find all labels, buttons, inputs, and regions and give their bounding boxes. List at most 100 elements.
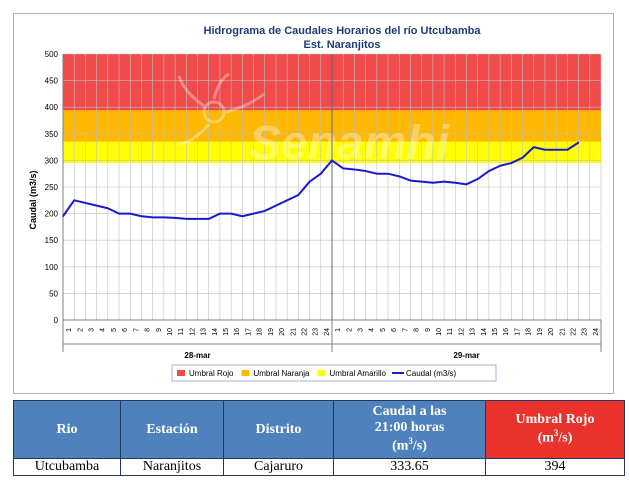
data-point [454, 182, 456, 184]
x-tick-label: 4 [100, 328, 107, 332]
data-point [163, 216, 165, 218]
data-point [488, 170, 490, 172]
data-point [129, 213, 131, 215]
day-labels: 28-mar 29-mar [184, 351, 479, 360]
x-tick-label: 8 [145, 328, 152, 332]
x-tick-label: 22 [301, 328, 308, 336]
data-point [241, 215, 243, 217]
x-tick-label: 8 [414, 328, 421, 332]
x-tick-label: 11 [447, 328, 454, 335]
x-tick-label: 12 [458, 328, 465, 336]
chart-subtitle: Est. Naranjitos [303, 39, 380, 51]
x-tick-label: 4 [369, 328, 376, 332]
x-tick-label: 21 [559, 328, 566, 336]
data-point [62, 215, 64, 217]
series-layer [62, 141, 580, 220]
x-tick-label: 19 [268, 328, 275, 336]
x-tick-label: 23 [313, 328, 320, 336]
header-caudal-unit: (m [392, 438, 409, 454]
legend: Umbral Rojo Umbral Naranja Umbral Amarillo… [171, 364, 497, 382]
cell-caudal: 333.65 [333, 458, 486, 476]
x-tick-label: 5 [111, 328, 118, 332]
x-tick-label: 20 [548, 328, 555, 336]
x-tick-label: 23 [582, 328, 589, 336]
y-tick-label: 200 [45, 210, 59, 219]
legend-label-0: Umbral Rojo [189, 369, 234, 378]
header-umbral-rojo: Umbral Rojo (m3/s) [485, 400, 625, 459]
data-point [185, 218, 187, 220]
data-point [208, 218, 210, 220]
header-caudal: Caudal a las 21:00 horas (m3/s) [333, 400, 486, 459]
data-point [521, 157, 524, 159]
cell-rio: Utcubamba [13, 458, 121, 476]
data-point [387, 173, 389, 175]
legend-box [171, 364, 497, 382]
legend-label-3: Caudal (m3/s) [406, 369, 457, 378]
y-tick-label: 500 [45, 50, 59, 59]
x-tick-label: 17 [245, 328, 252, 336]
x-tick-label: 12 [189, 328, 196, 336]
hydrograph-chart: Hidrograma de Caudales Horarios del río … [28, 25, 602, 382]
data-point [409, 180, 412, 182]
data-point [365, 170, 367, 172]
data-point [510, 162, 512, 164]
x-tick-label: 9 [156, 328, 163, 332]
data-point [376, 173, 378, 175]
watermark-text: Senamhi [249, 117, 451, 170]
table-row: Utcubamba Naranjitos Cajaruro 333.65 394 [13, 458, 625, 476]
x-tick-label: 1 [335, 328, 342, 332]
data-point [421, 181, 423, 183]
header-caudal-unit-sup: 3 [408, 436, 413, 447]
data-point [443, 181, 445, 183]
x-tick-label: 17 [514, 328, 521, 336]
y-tick-label: 0 [54, 316, 59, 325]
legend-swatch-0 [177, 370, 185, 376]
data-point [398, 175, 400, 177]
header-umbral-unit-end: /s) [558, 430, 573, 446]
y-tick-label: 300 [45, 156, 59, 165]
y-tick-label: 100 [45, 263, 59, 272]
cell-umbral: 394 [485, 458, 625, 476]
data-point [331, 159, 333, 161]
x-tick-label: 15 [223, 328, 230, 336]
data-point [555, 149, 557, 151]
x-tick-label: 5 [380, 328, 387, 332]
x-tick-label: 7 [402, 328, 409, 332]
x-tick-label: 24 [324, 328, 331, 336]
legend-label-2: Umbral Amarillo [330, 369, 387, 378]
y-tick-label: 50 [49, 289, 58, 298]
x-tick-label: 3 [358, 328, 365, 332]
data-point [544, 149, 546, 151]
data-point [577, 141, 580, 144]
data-point [432, 182, 434, 184]
x-tick-label: 16 [234, 328, 241, 336]
x-tick-label: 3 [89, 328, 96, 332]
x-tick-label: 15 [492, 328, 499, 336]
y-axis-label: Caudal (m3/s) [28, 170, 38, 229]
x-tick-label: 13 [470, 328, 477, 336]
y-tick-label: 400 [45, 103, 59, 112]
y-tick-label: 150 [45, 236, 59, 245]
x-tick-label: 6 [122, 328, 129, 332]
data-point [353, 168, 356, 171]
data-point [465, 183, 468, 185]
data-point [308, 181, 311, 183]
x-tick-label: 16 [503, 328, 510, 336]
header-umbral-unit-sup: 3 [553, 428, 559, 439]
x-tick-label: 20 [279, 328, 286, 336]
header-distrito: Distrito [223, 400, 334, 459]
x-tick-label: 10 [436, 328, 443, 336]
header-caudal-unit-end: /s) [412, 438, 427, 454]
flow-summary-table: Rio Estación Distrito Caudal a las 21:00… [13, 400, 625, 476]
data-point [196, 218, 199, 220]
header-umbral-unit: (m [537, 430, 554, 446]
legend-swatch-1 [241, 370, 250, 376]
header-estacion: Estación [120, 400, 224, 459]
y-tick-label: 250 [45, 183, 59, 192]
data-point [566, 149, 568, 151]
x-tick-label: 9 [425, 328, 432, 332]
data-point [320, 173, 322, 175]
data-point [533, 146, 535, 148]
watermark: Senamhi [177, 72, 451, 170]
data-point [275, 205, 277, 207]
